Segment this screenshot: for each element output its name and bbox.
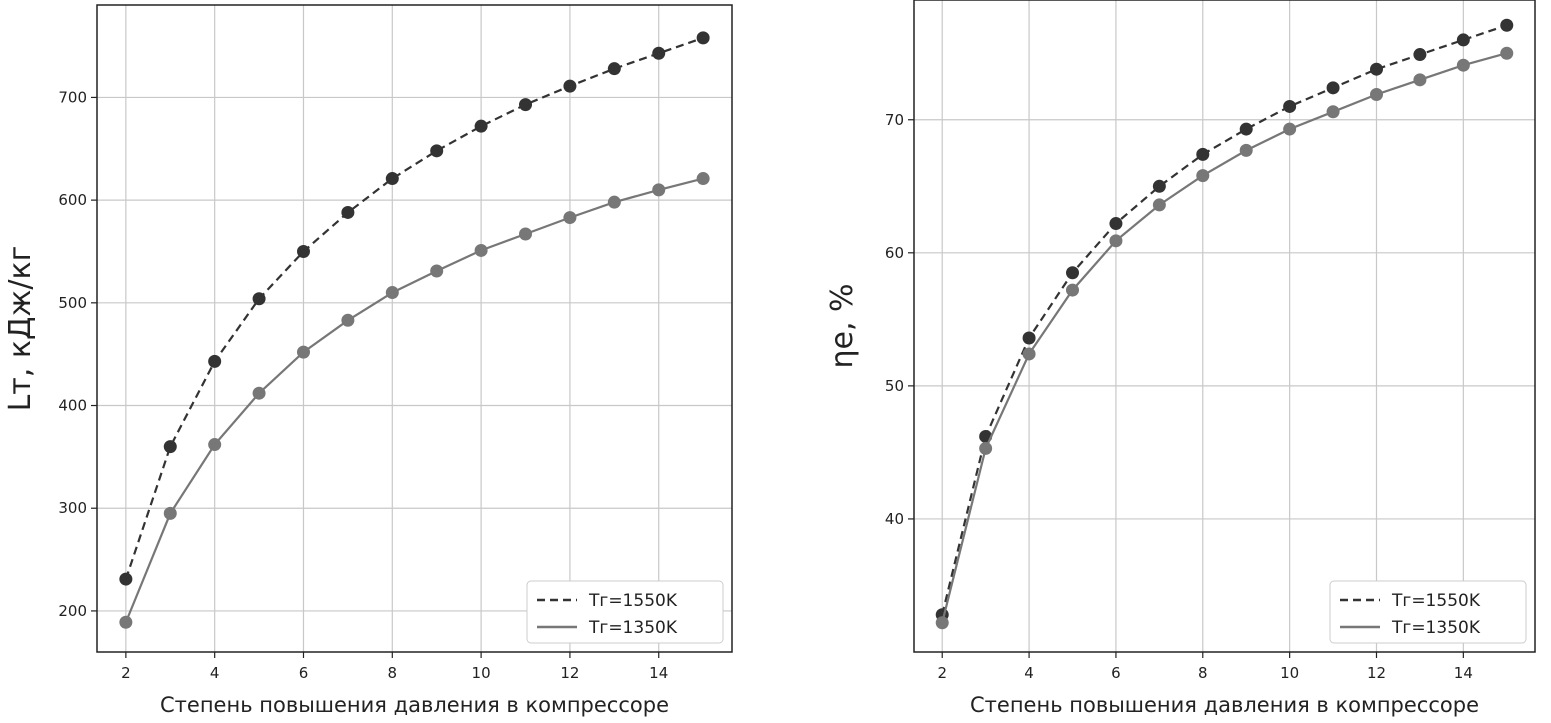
data-point-0 <box>1456 33 1470 47</box>
x-tick-label: 2 <box>121 664 131 682</box>
data-point-0 <box>1022 331 1036 345</box>
data-point-1 <box>474 243 488 257</box>
y-tick-label: 50 <box>885 377 904 395</box>
y-tick-label: 200 <box>58 602 87 620</box>
x-tick-label: 14 <box>649 664 668 682</box>
chart-efficiency: 2 4 6 8 10 12 14 40 50 60 70 Степень повышения давл… <box>825 0 1536 717</box>
x-tick-label: 4 <box>1024 664 1034 682</box>
data-point-1 <box>979 441 993 455</box>
plot-area <box>97 5 732 652</box>
y-axis-label: ηе, % <box>825 283 860 368</box>
y-tick-label: 70 <box>885 111 904 129</box>
x-tick-label: 12 <box>560 664 579 682</box>
data-point-0 <box>1283 99 1297 113</box>
plot-frame <box>913 0 1536 653</box>
x-tick-label: 6 <box>299 664 309 682</box>
data-point-1 <box>607 195 621 209</box>
x-tick-label: 2 <box>937 664 947 682</box>
y-tick-label: 500 <box>58 294 87 312</box>
data-point-1 <box>1109 234 1123 248</box>
data-point-0 <box>1413 48 1427 62</box>
data-point-1 <box>385 286 399 300</box>
data-point-1 <box>1283 122 1297 136</box>
legend-label-1: Tг=1350K <box>588 618 678 638</box>
legend-label-1: Tг=1350K <box>1391 618 1481 638</box>
series-line-0 <box>941 24 1508 615</box>
data-point-0 <box>519 98 533 112</box>
data-point-1 <box>163 506 177 520</box>
x-axis-label: Степень повышения давления в компрессоре <box>970 693 1479 717</box>
data-point-0 <box>296 244 310 258</box>
data-point-1 <box>430 264 444 278</box>
x-tick-label: 12 <box>1367 664 1386 682</box>
data-point-0 <box>652 46 666 60</box>
series-line-1 <box>941 52 1508 623</box>
y-tick-label: 600 <box>58 191 87 209</box>
y-tick-label: 400 <box>58 397 87 415</box>
data-point-0 <box>1239 122 1253 136</box>
x-tick-label: 6 <box>1111 664 1121 682</box>
data-point-1 <box>1239 143 1253 157</box>
y-axis-label: Lт, кДж/кг <box>3 246 38 412</box>
data-point-0 <box>1066 266 1080 280</box>
data-point-1 <box>652 183 666 197</box>
data-point-0 <box>474 119 488 133</box>
x-tick-label: 8 <box>388 664 398 682</box>
data-point-1 <box>1196 169 1210 183</box>
plot-area <box>914 0 1535 652</box>
series-line-1 <box>124 177 704 623</box>
data-point-1 <box>563 211 577 225</box>
data-point-0 <box>1326 81 1340 95</box>
data-point-1 <box>296 345 310 359</box>
data-point-0 <box>1152 179 1166 193</box>
legend-label-0: Tг=1550K <box>1391 591 1481 611</box>
chart-work: 2 4 6 8 10 12 14 200 300 400 500 600 700 Степень повы… <box>3 4 733 717</box>
data-point-0 <box>563 79 577 93</box>
data-point-1 <box>1066 283 1080 297</box>
data-point-1 <box>1022 347 1036 361</box>
data-point-0 <box>696 31 710 45</box>
y-tick-label: 40 <box>885 510 904 528</box>
data-point-1 <box>252 386 266 400</box>
data-point-0 <box>252 292 266 306</box>
x-axis-label: Степень повышения давления в компрессоре <box>160 693 669 717</box>
data-point-1 <box>519 227 533 241</box>
data-point-1 <box>1326 105 1340 119</box>
data-point-0 <box>1369 62 1383 76</box>
data-point-1 <box>1456 58 1470 72</box>
data-point-1 <box>1413 73 1427 87</box>
data-point-0 <box>430 144 444 158</box>
x-tick-label: 10 <box>1280 664 1299 682</box>
data-point-0 <box>208 354 222 368</box>
data-point-1 <box>341 313 355 327</box>
y-tick-label: 700 <box>58 88 87 106</box>
data-point-1 <box>208 438 222 452</box>
data-point-0 <box>341 205 355 219</box>
legend-label-0: Tг=1550K <box>588 591 678 611</box>
data-point-0 <box>163 440 177 454</box>
data-point-0 <box>119 572 133 586</box>
data-point-0 <box>1196 147 1210 161</box>
data-point-1 <box>935 616 949 630</box>
y-tick-label: 300 <box>58 499 87 517</box>
x-tick-label: 8 <box>1198 664 1208 682</box>
data-point-1 <box>1500 46 1514 60</box>
data-point-0 <box>385 172 399 186</box>
x-tick-label: 14 <box>1454 664 1473 682</box>
data-point-1 <box>1369 87 1383 101</box>
data-point-0 <box>1109 217 1123 231</box>
data-point-0 <box>1500 18 1514 32</box>
data-point-1 <box>696 172 710 186</box>
y-tick-label: 60 <box>885 244 904 262</box>
series-line-0 <box>124 36 704 580</box>
x-tick-label: 10 <box>472 664 491 682</box>
plot-frame <box>96 4 733 653</box>
data-point-1 <box>119 615 133 629</box>
data-point-0 <box>607 62 621 76</box>
x-tick-label: 4 <box>210 664 220 682</box>
data-point-1 <box>1152 198 1166 212</box>
